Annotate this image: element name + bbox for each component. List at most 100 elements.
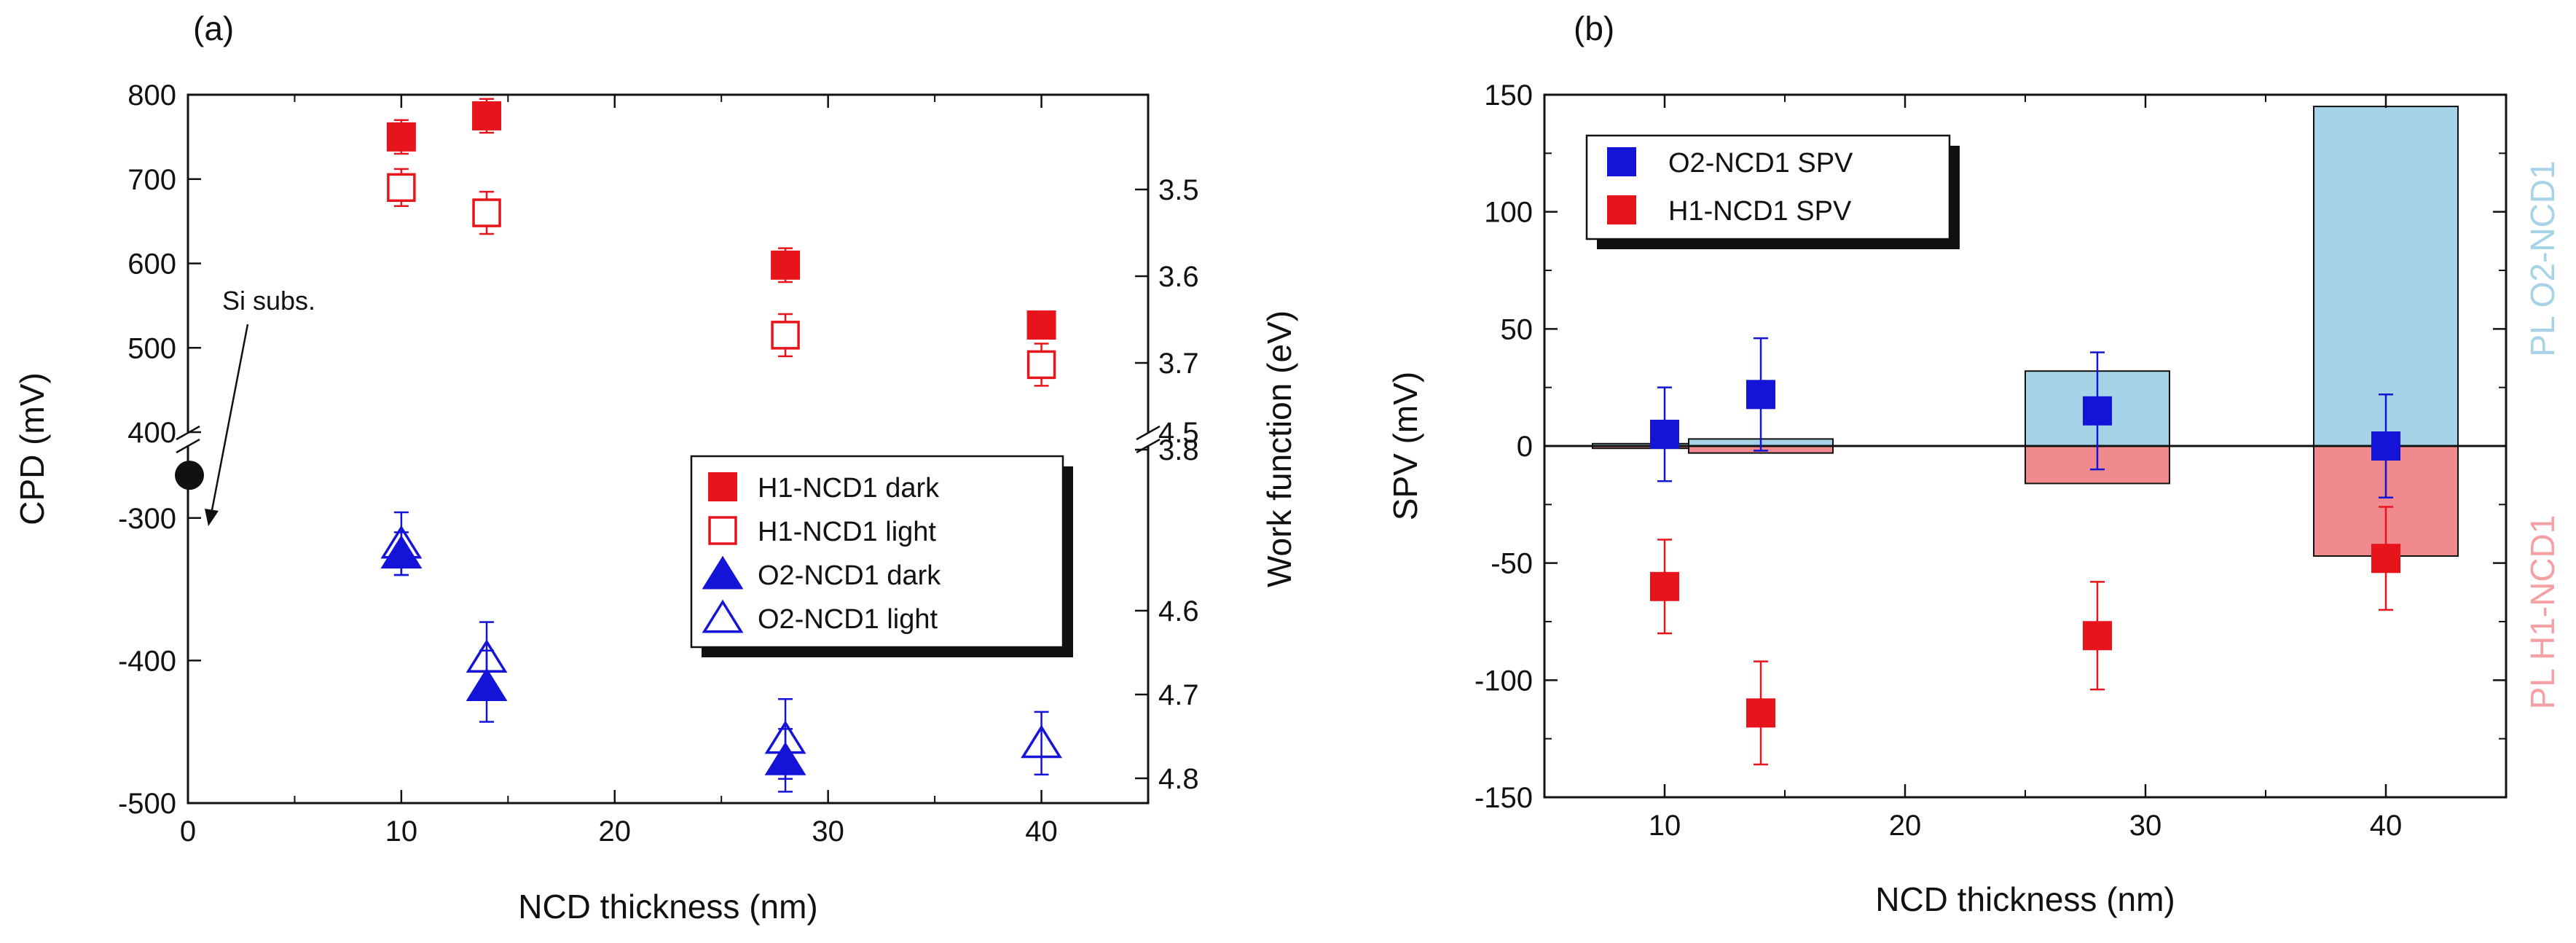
b-y-tick-label: 100: [1484, 197, 1533, 229]
b-x-tick-label: 10: [1649, 810, 1681, 842]
a-y-tick-label: 500: [127, 332, 176, 364]
b-y-tick-label: -50: [1491, 548, 1533, 580]
a-point: [472, 101, 502, 130]
panel-b-marks: 10 20 30 40 -150 -100 -50 0 50 100 150: [1474, 79, 2506, 842]
si-subs-arrow-line: [211, 324, 249, 511]
legend-a: H1-NCD1 dark H1-NCD1 light O2-NCD1 dark O2-…: [690, 455, 1073, 657]
a-y-tick-label: -400: [118, 645, 176, 677]
a-series-h1-ncd1-dark: [386, 98, 1056, 340]
b-y-tick-label: 50: [1501, 313, 1534, 345]
legend-a-label: O2-NCD1 dark: [758, 560, 941, 591]
b-point: [1746, 380, 1775, 410]
a-x-tick-label: 0: [180, 815, 196, 848]
legend-a-label: H1-NCD1 dark: [758, 473, 940, 504]
pl-o2-side-label: PL O2-NCD1: [2524, 160, 2561, 356]
si-subs-arrowhead: [205, 509, 219, 526]
panel-b-ylabel: SPV (mV): [1386, 372, 1424, 520]
panel-b-xlabel: NCD thickness (nm): [1875, 880, 2175, 918]
b-bars-pl-h1-ncd1: [1592, 445, 2459, 557]
a-y-tick-label: -300: [118, 503, 176, 535]
a-y2-tick-label: 4.6: [1158, 595, 1199, 627]
b-bar: [2313, 106, 2459, 447]
a-y2-break-label: 4.5: [1158, 417, 1199, 449]
legend-b-marker: [1607, 147, 1636, 176]
legend-a-box: [690, 455, 1064, 649]
b-point: [2371, 544, 2400, 574]
b-x-tick-label: 20: [1889, 810, 1922, 842]
a-series-h1-ncd1-light: [387, 168, 1056, 387]
legend-a-marker: [702, 555, 744, 590]
b-point: [2371, 431, 2400, 461]
a-point: [764, 720, 806, 754]
legend-a-marker: [702, 599, 744, 633]
b-series-o2-ncd1-spv: [1650, 337, 2400, 498]
a-x-tick-label: 10: [385, 815, 418, 848]
panel-b-label: (b): [1574, 9, 1614, 47]
a-point: [472, 198, 501, 227]
b-series-h1-ncd1-spv: [1650, 506, 2400, 766]
panel-a-y2label: Work function (eV): [1260, 310, 1298, 587]
si-substrate-annotation: Si subs.: [205, 286, 315, 526]
a-break-mark: [176, 425, 200, 441]
a-y2-tick-label: 3.8: [1158, 434, 1199, 466]
a-break-gap: [178, 434, 198, 445]
a-point: [386, 122, 416, 152]
legend-b-label: H1-NCD1 SPV: [1668, 196, 1852, 227]
b-point: [2083, 621, 2112, 651]
a-point: [771, 321, 800, 350]
a-point: [1026, 350, 1056, 380]
a-x-tick-label: 30: [812, 815, 844, 848]
a-y-tick-label: -500: [118, 788, 176, 820]
panel-a: (a) 0 10 20 30 40 400 500 600 700 800 -500 -400 -300…: [13, 9, 1298, 926]
b-point: [1746, 698, 1775, 728]
b-point: [1650, 419, 1679, 449]
a-x-tick-label: 20: [599, 815, 632, 848]
panel-a-xlabel: NCD thickness (nm): [518, 888, 818, 926]
a-y2-tick-label: 4.8: [1158, 763, 1199, 795]
panel-a-frame: [186, 93, 1150, 805]
legend-b-label: O2-NCD1 SPV: [1668, 148, 1853, 179]
a-series-o2-ncd1-light: [380, 511, 1063, 780]
b-y-tick-label: -100: [1474, 665, 1533, 697]
a-y-tick-label: 400: [127, 417, 176, 449]
pl-h1-side-label: PL H1-NCD1: [2524, 515, 2561, 710]
a-y-tick-label: 700: [127, 164, 176, 196]
legend-a-label: O2-NCD1 light: [758, 604, 938, 635]
a-errorbar: [479, 621, 495, 694]
b-y-tick-label: -150: [1474, 782, 1533, 814]
si-substrate-point: [175, 461, 204, 490]
legend-a-label: H1-NCD1 light: [758, 517, 936, 547]
a-point: [380, 525, 423, 559]
a-y2-tick-label: 3.5: [1158, 174, 1199, 206]
a-y-tick-label: 600: [127, 249, 176, 281]
b-point: [2083, 396, 2112, 426]
a-point: [1026, 310, 1056, 340]
panel-a-marks: 0 10 20 30 40 400 500 600 700 800 -500 -400 -300 3.5 3…: [118, 79, 1199, 848]
a-break-mark: [176, 438, 200, 454]
panel-a-ylabel: CPD (mV): [13, 372, 51, 525]
a-errorbar: [1034, 711, 1049, 776]
a-point: [1021, 724, 1063, 759]
a-y-tick-label: 800: [127, 79, 176, 111]
si-subs-label: Si subs.: [222, 286, 315, 316]
a-break-mark: [1136, 425, 1161, 441]
b-x-tick-label: 40: [2370, 810, 2403, 842]
legend-b-box: [1585, 134, 1951, 240]
a-errorbar: [393, 511, 409, 576]
b-point: [1650, 571, 1679, 601]
legend-b-marker: [1607, 195, 1636, 224]
a-x-tick-label: 40: [1025, 815, 1058, 848]
a-break-mark: [1136, 438, 1161, 454]
b-y-tick-label: 150: [1484, 79, 1533, 111]
legend-a-marker: [708, 516, 737, 545]
panel-a-label: (a): [193, 9, 234, 47]
b-y-tick-label: 0: [1517, 431, 1533, 463]
b-x-tick-label: 30: [2129, 810, 2162, 842]
a-y2-tick-label: 3.6: [1158, 261, 1199, 293]
a-point: [466, 639, 508, 673]
a-break-gap: [1138, 434, 1158, 445]
panel-b: (b) 10 20 30 40 -150 -100 -50 0 50 100 150 NCD thi…: [1386, 9, 2561, 918]
legend-b: O2-NCD1 SPV H1-NCD1 SPV: [1585, 134, 1960, 249]
a-y2-tick-label: 3.7: [1158, 348, 1199, 380]
